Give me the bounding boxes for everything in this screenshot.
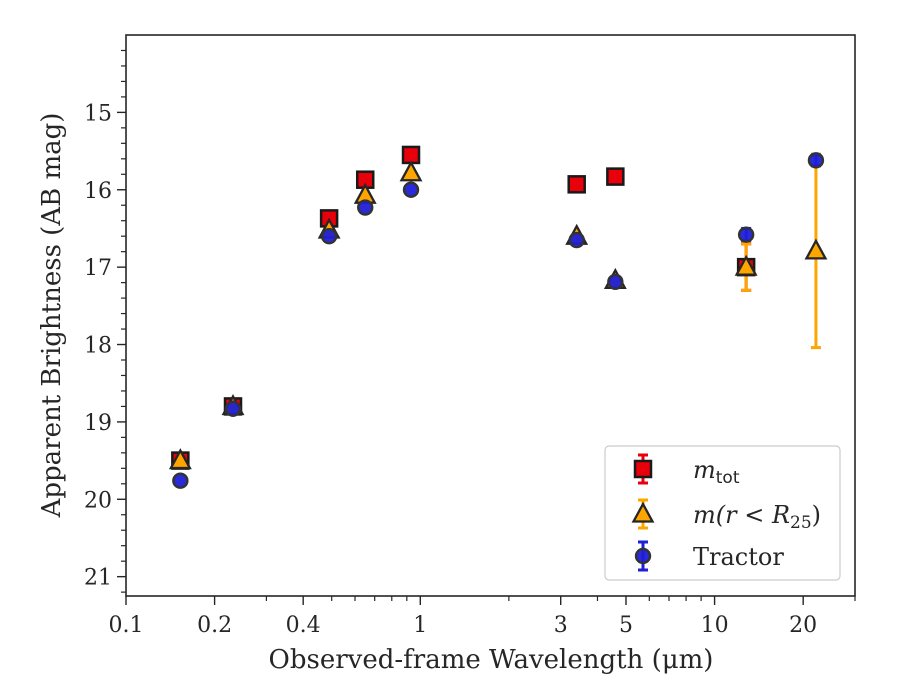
legend-marker-mr25 [631,501,655,523]
mr25-point [804,238,828,260]
mtot-point [606,167,625,186]
x-axis-label: Observed-frame Wavelength (μm) [269,645,714,675]
y-tick-label: 17 [84,256,112,281]
x-tick-label: 0.2 [197,613,232,638]
legend-marker-tractor [634,547,652,565]
tractor-point [607,273,624,291]
x-tick-label: 1 [413,613,427,638]
mtot-point [567,175,586,194]
mr25-point [168,448,192,470]
y-axis: 15 16 17 18 19 20 21 [84,49,126,593]
y-tick-label: 20 [84,488,112,513]
y-tick-label: 15 [84,101,112,126]
x-tick-label: 20 [789,613,817,638]
legend-label-mr25: m(r < R25) [693,501,821,533]
legend-marker-mtot [633,459,653,479]
x-tick-label: 0.1 [109,613,144,638]
x-tick-label: 0.4 [286,613,321,638]
legend-box [604,445,841,581]
y-tick-label: 19 [84,411,112,436]
y-tick-label: 18 [84,334,112,359]
x-tick-label: 10 [701,613,729,638]
x-axis: 0.1 0.2 0.4 1 3 5 10 20 [109,596,856,638]
y-tick-label: 16 [84,179,112,204]
x-tick-label: 3 [554,613,568,638]
plot-border [125,34,856,597]
mr25-point [399,160,423,182]
data-marks [168,145,828,489]
tractor-point [224,400,242,417]
x-tick-label: 5 [619,613,633,638]
y-tick-label: 21 [84,566,112,591]
y-axis-label: Apparent Brightness (AB mag) [37,113,67,519]
mr25-point [734,254,758,276]
tractor-point [402,181,420,198]
tractor-point [172,472,189,489]
legend: mtot m(r < R25) Tractor [604,445,841,581]
tractor-point [568,231,585,249]
legend-label-mtot: mtot [693,456,740,488]
tractor-point [320,227,338,245]
tractor-point [807,152,825,169]
tractor-point [737,226,755,243]
legend-label-tractor: Tractor [693,543,784,571]
tractor-point [357,199,374,216]
plot-frame [125,34,856,597]
